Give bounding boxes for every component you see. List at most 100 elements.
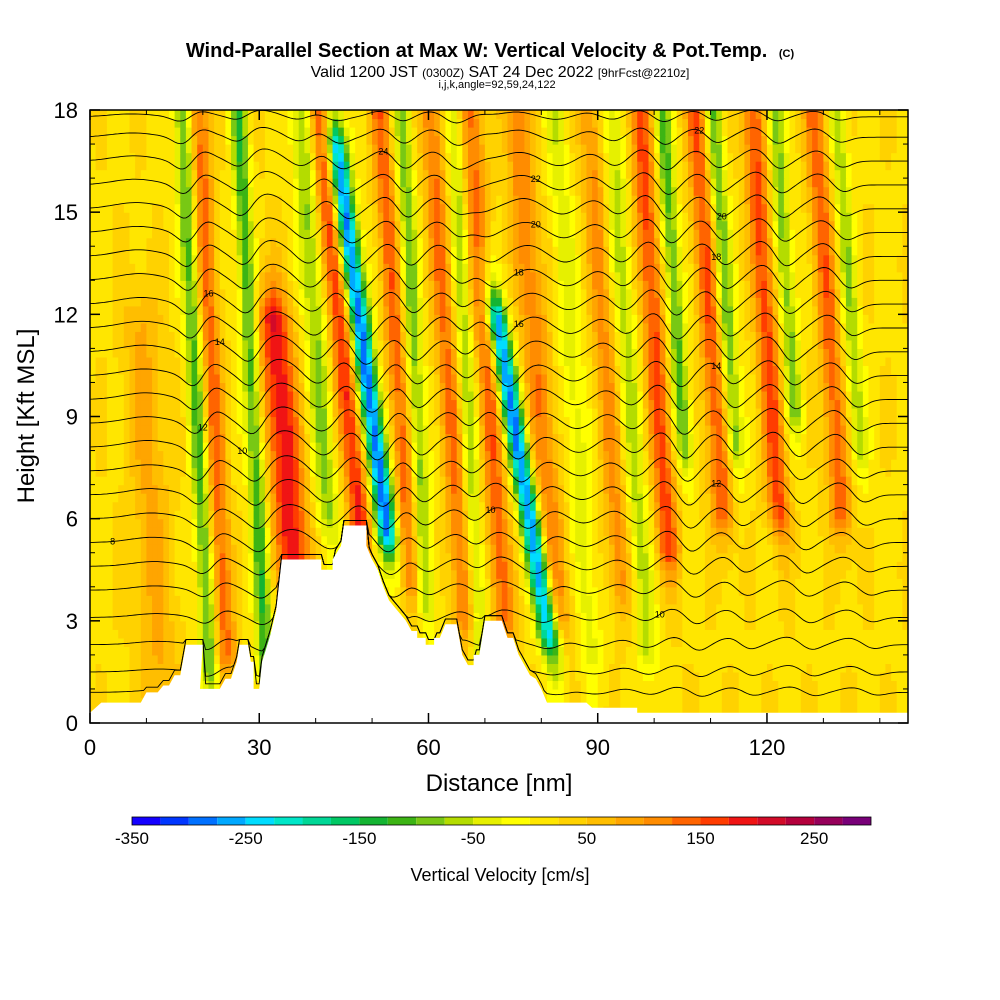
velocity-cell [682,450,689,460]
velocity-cell [789,603,796,613]
velocity-cell [484,552,492,562]
velocity-cell [569,544,576,554]
velocity-cell [744,595,751,605]
velocity-cell [467,501,475,511]
velocity-cell [310,510,317,520]
velocity-cell [687,476,695,486]
velocity-cell [693,612,700,622]
velocity-cell [603,569,610,579]
velocity-cell [377,561,384,571]
velocity-cell [417,493,424,503]
velocity-cell [783,688,791,699]
velocity-cell [118,425,125,435]
velocity-cell [202,654,210,664]
velocity-cell [552,518,559,528]
velocity-cell [236,612,243,622]
velocity-cell [422,459,430,469]
velocity-cell [676,654,683,664]
velocity-cell [800,680,808,690]
velocity-cell [693,569,700,579]
velocity-cell [806,637,813,647]
velocity-cell [609,527,616,537]
velocity-cell [829,569,836,579]
velocity-cell [163,603,170,613]
velocity-cell [405,510,413,520]
velocity-cell [405,518,413,528]
velocity-cell [501,535,509,545]
velocity-cell [473,569,480,579]
velocity-cell [197,578,204,588]
velocity-cell [817,612,824,622]
velocity-cell [693,680,700,690]
velocity-cell [231,510,238,520]
velocity-cell [834,680,841,690]
velocity-cell [377,459,384,469]
velocity-cell [377,552,384,562]
velocity-cell [90,450,97,460]
velocity-cell [817,510,824,520]
velocity-cell [902,578,908,588]
velocity-cell [208,476,215,486]
velocity-cell [462,450,469,460]
velocity-cell [620,544,627,554]
velocity-cell [315,552,322,562]
velocity-cell [451,544,458,554]
velocity-cell [902,697,908,707]
velocity-cell [428,561,435,571]
velocity-cell [687,527,695,537]
velocity-cell [823,578,830,588]
velocity-cell [349,442,356,452]
velocity-cell [451,459,458,469]
velocity-cell [95,620,102,630]
velocity-cell [214,603,221,613]
velocity-cell [778,680,785,690]
velocity-cell [507,544,514,554]
velocity-cell [750,654,757,664]
velocity-cell [112,484,119,494]
velocity-cell [812,484,819,494]
velocity-cell [106,697,114,707]
velocity-cell [609,442,616,452]
velocity-cell [682,535,689,545]
velocity-cell [682,595,689,605]
velocity-cell [868,578,875,588]
velocity-cell [891,569,898,579]
velocity-cell [90,484,97,494]
velocity-cell [840,527,847,537]
velocity-cell [405,459,413,469]
velocity-cell [168,493,176,503]
velocity-cell [642,629,650,639]
velocity-cell [231,501,238,511]
velocity-cell [101,493,108,503]
velocity-cell [597,612,604,622]
velocity-cell [388,484,396,494]
velocity-cell [659,476,667,486]
velocity-cell [874,467,881,477]
velocity-cell [580,578,588,588]
velocity-cell [744,620,751,630]
velocity-cell [360,501,368,511]
velocity-cell [326,501,334,511]
velocity-cell [326,527,334,537]
velocity-cell [733,680,740,690]
velocity-cell [569,688,576,699]
velocity-cell [456,484,463,494]
velocity-cell [191,425,198,435]
velocity-cell [451,586,458,596]
velocity-cell [451,595,458,605]
velocity-cell [603,467,610,477]
velocity-cell [388,552,396,562]
velocity-cell [812,501,819,511]
velocity-cell [879,646,887,656]
velocity-cell [569,629,576,639]
velocity-cell [135,620,142,630]
velocity-cell [772,442,779,452]
velocity-cell [484,459,492,469]
velocity-cell [270,518,277,528]
velocity-cell [546,467,554,477]
velocity-cell [603,680,610,690]
velocity-cell [552,612,559,622]
velocity-cell [603,527,610,537]
velocity-cell [428,476,435,486]
velocity-cell [648,637,655,647]
